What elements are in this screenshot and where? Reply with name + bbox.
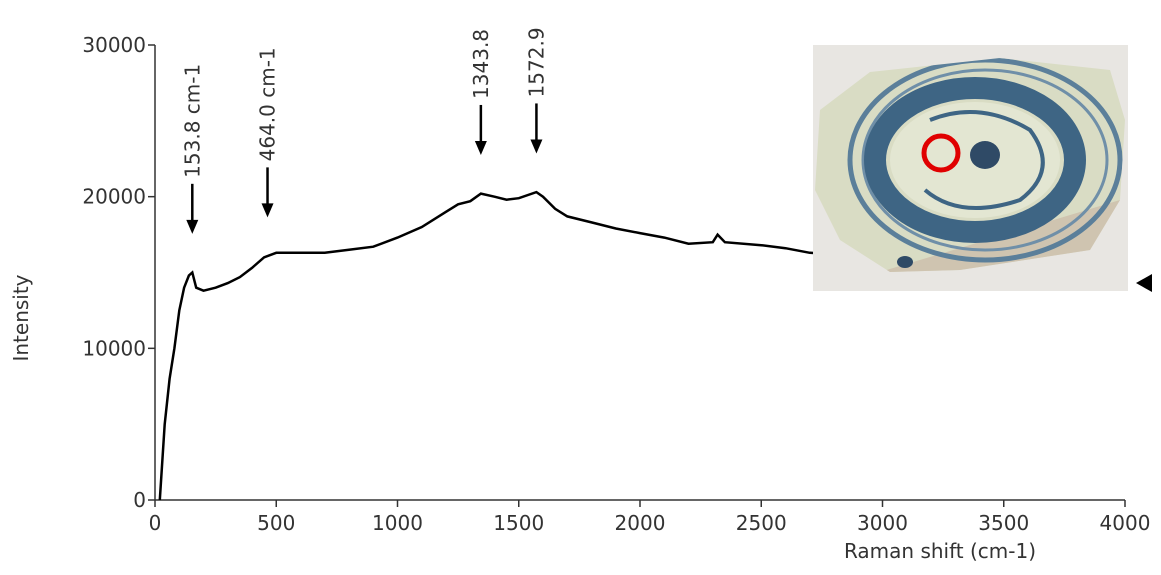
side-marker: [1136, 274, 1152, 292]
x-tick-label: 2500: [736, 511, 787, 535]
x-tick-label: 500: [257, 511, 295, 535]
x-tick-label: 1500: [493, 511, 544, 535]
y-tick-label: 30000: [82, 33, 146, 57]
y-tick-label: 20000: [82, 185, 146, 209]
inset-photo: [813, 45, 1128, 291]
plot-area: 0 10000 20000 30000 0 500 1000 1500 2000 2500 3000…: [82, 27, 1150, 535]
x-tick-label: 0: [149, 511, 162, 535]
y-tick-label: 10000: [82, 336, 146, 360]
annotation-arrowhead: [530, 139, 543, 154]
x-tick-label: 1000: [372, 511, 423, 535]
annotation-arrowhead: [474, 140, 487, 155]
spectrum-line: [158, 190, 835, 501]
x-axis-label: Raman shift (cm-1): [844, 539, 1036, 563]
annotation-label: 1343.8: [469, 29, 493, 99]
annotation-label: 153.8 cm-1: [180, 64, 204, 178]
x-tick-label: 4000: [1100, 511, 1151, 535]
x-tick-label: 2000: [615, 511, 666, 535]
y-tick-label: 0: [133, 488, 146, 512]
x-tick-label: 3500: [978, 511, 1029, 535]
annotation-arrowhead: [261, 203, 274, 218]
annotation-label: 1572.9: [524, 27, 548, 97]
y-axis-label: Intensity: [9, 274, 33, 361]
annotation-arrowhead: [186, 219, 199, 234]
annotation-label: 464.0 cm-1: [256, 47, 280, 161]
x-tick-label: 3000: [857, 511, 908, 535]
